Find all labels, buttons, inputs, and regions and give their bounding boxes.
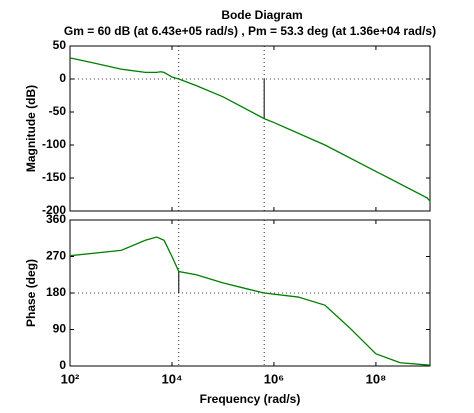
y-tick-label: 270 bbox=[46, 249, 66, 263]
y-tick-label: 0 bbox=[59, 71, 66, 85]
y-tick-label: 90 bbox=[53, 322, 67, 336]
y-tick-label: 0 bbox=[59, 358, 66, 372]
chart-subtitle: Gm = 60 dB (at 6.43e+05 rad/s) , Pm = 53… bbox=[64, 24, 436, 38]
x-tick-label: 10⁴ bbox=[162, 371, 183, 386]
y-tick-label: 360 bbox=[46, 212, 66, 226]
y-axis-label: Phase (deg) bbox=[24, 259, 38, 327]
y-tick-label: -100 bbox=[42, 137, 66, 151]
x-tick-label: 10² bbox=[61, 371, 80, 386]
plot-area bbox=[69, 45, 431, 212]
series-line bbox=[69, 236, 431, 366]
y-tick-label: -150 bbox=[42, 170, 66, 184]
y-tick-label: -200 bbox=[42, 203, 66, 217]
chart-title: Bode Diagram bbox=[221, 8, 302, 22]
y-tick-label: -50 bbox=[49, 104, 67, 118]
y-tick-label: 50 bbox=[53, 38, 67, 52]
x-tick-label: 10⁸ bbox=[366, 371, 387, 386]
y-axis-label: Magnitude (dB) bbox=[24, 85, 38, 172]
series-line bbox=[69, 57, 431, 202]
x-tick-label: 10⁶ bbox=[264, 371, 284, 386]
x-axis-label: Frequency (rad/s) bbox=[200, 392, 301, 406]
y-tick-label: 180 bbox=[46, 285, 66, 299]
